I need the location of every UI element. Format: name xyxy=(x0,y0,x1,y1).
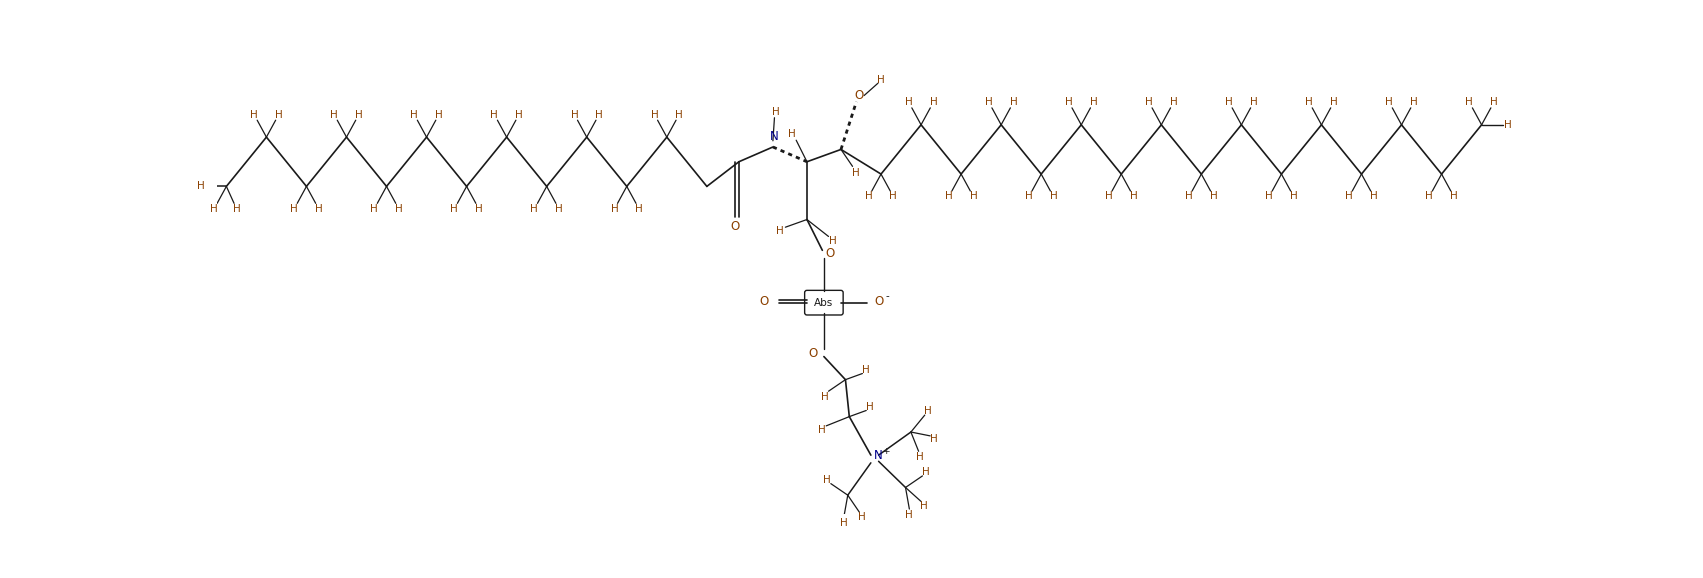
Text: H: H xyxy=(945,191,952,201)
Text: H: H xyxy=(1304,98,1313,108)
Text: H: H xyxy=(889,191,897,201)
Text: H: H xyxy=(198,181,204,191)
Text: H: H xyxy=(651,110,659,120)
Text: H: H xyxy=(676,110,683,120)
Text: H: H xyxy=(1224,98,1233,108)
Text: H: H xyxy=(777,226,783,236)
Text: H: H xyxy=(1064,98,1073,108)
Text: H: H xyxy=(877,75,886,85)
Text: N: N xyxy=(770,129,778,143)
Text: H: H xyxy=(916,451,925,462)
Text: H: H xyxy=(771,106,780,117)
Text: H: H xyxy=(788,129,797,139)
Text: H: H xyxy=(1490,98,1499,108)
Text: O: O xyxy=(826,247,834,260)
Text: H: H xyxy=(829,236,836,246)
Text: H: H xyxy=(475,203,484,214)
Text: H: H xyxy=(1330,98,1337,108)
Text: H: H xyxy=(867,402,874,412)
Text: H: H xyxy=(1090,98,1097,108)
Text: H: H xyxy=(923,467,930,477)
Text: H: H xyxy=(1410,98,1417,108)
Text: H: H xyxy=(434,110,443,120)
Text: H: H xyxy=(1504,120,1512,130)
Text: H: H xyxy=(1049,191,1058,201)
Text: H: H xyxy=(984,98,993,108)
Text: H: H xyxy=(555,203,564,214)
Text: H: H xyxy=(1170,98,1177,108)
Text: -: - xyxy=(886,291,889,302)
Text: O: O xyxy=(731,220,739,233)
Text: O: O xyxy=(760,295,768,307)
Text: H: H xyxy=(531,203,538,214)
Text: H: H xyxy=(395,203,402,214)
Text: H: H xyxy=(906,510,913,520)
Text: H: H xyxy=(1385,98,1393,108)
Text: H: H xyxy=(1144,98,1153,108)
Text: H: H xyxy=(490,110,499,120)
Text: O: O xyxy=(855,89,863,102)
Text: H: H xyxy=(1010,98,1017,108)
Text: H: H xyxy=(1129,191,1138,201)
Text: H: H xyxy=(514,110,523,120)
Text: H: H xyxy=(370,203,378,214)
Text: H: H xyxy=(571,110,579,120)
Text: H: H xyxy=(920,501,928,511)
Text: H: H xyxy=(1105,191,1112,201)
Text: H: H xyxy=(1209,191,1218,201)
Text: H: H xyxy=(1369,191,1378,201)
Text: H: H xyxy=(315,203,322,214)
Text: H: H xyxy=(904,98,913,108)
Text: H: H xyxy=(1425,191,1434,201)
Text: H: H xyxy=(290,203,298,214)
Text: H: H xyxy=(819,425,826,435)
Text: H: H xyxy=(1250,98,1257,108)
Text: H: H xyxy=(1025,191,1032,201)
Text: H: H xyxy=(1185,191,1192,201)
Text: H: H xyxy=(840,518,848,528)
Text: H: H xyxy=(858,512,865,522)
Text: H: H xyxy=(1265,191,1272,201)
Text: H: H xyxy=(354,110,363,120)
Text: H: H xyxy=(925,406,932,416)
Text: H: H xyxy=(410,110,419,120)
Text: +: + xyxy=(882,447,889,456)
Text: H: H xyxy=(930,434,938,444)
Text: H: H xyxy=(209,203,218,214)
FancyBboxPatch shape xyxy=(804,290,843,315)
Text: H: H xyxy=(274,110,283,120)
Text: H: H xyxy=(635,203,644,214)
Text: N: N xyxy=(874,449,882,462)
Text: H: H xyxy=(823,475,831,485)
Text: O: O xyxy=(809,347,817,360)
Text: O: O xyxy=(875,295,884,307)
Text: H: H xyxy=(865,191,872,201)
Text: H: H xyxy=(969,191,978,201)
Text: H: H xyxy=(250,110,257,120)
Text: H: H xyxy=(1449,191,1458,201)
Text: H: H xyxy=(862,365,869,376)
Text: H: H xyxy=(611,203,618,214)
Text: H: H xyxy=(1345,191,1354,201)
Text: Abs: Abs xyxy=(814,298,833,307)
Text: H: H xyxy=(450,203,458,214)
Text: H: H xyxy=(930,98,937,108)
Text: H: H xyxy=(330,110,339,120)
Text: H: H xyxy=(852,168,860,177)
Text: H: H xyxy=(594,110,603,120)
Text: H: H xyxy=(821,392,829,402)
Text: H: H xyxy=(233,203,242,214)
Text: H: H xyxy=(1289,191,1298,201)
Text: H: H xyxy=(1465,98,1473,108)
